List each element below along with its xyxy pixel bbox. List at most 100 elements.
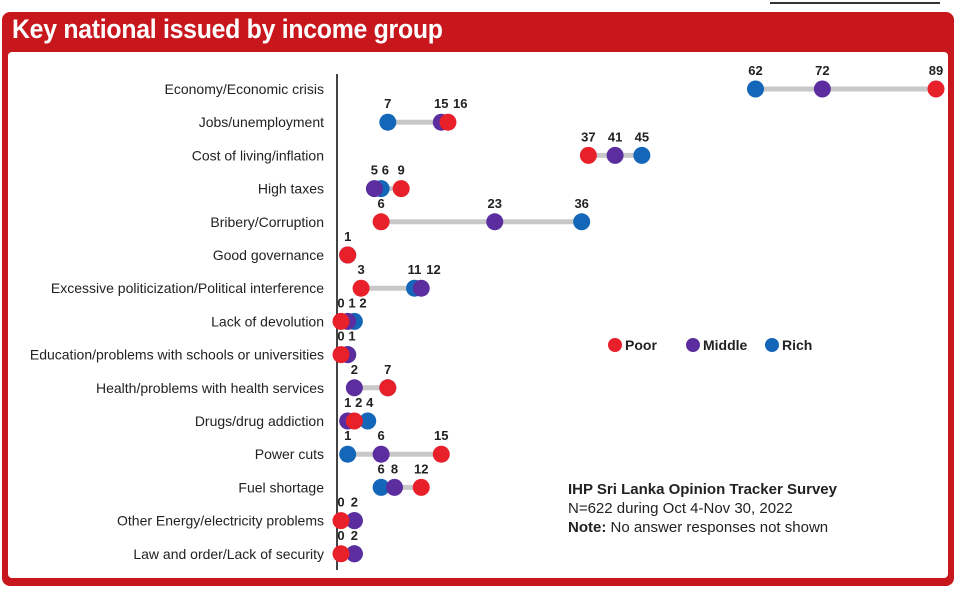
note-line-1: IHP Sri Lanka Opinion Tracker Survey [568,481,837,498]
category-label: Drugs/drug addiction [195,413,324,429]
value-label-rich: 2 [359,295,366,310]
chart-panel [8,52,948,578]
value-label-middle: 8 [391,461,398,476]
note-label: Note: [568,519,607,536]
dot-middle [365,180,383,198]
category-label: Law and order/Lack of security [133,546,324,562]
value-label-poor: 37 [581,129,595,144]
value-label-middle: 1 [348,329,355,344]
dot-rich [379,113,397,131]
value-label-poor: 15 [434,428,448,443]
value-label-middle: 5 [371,163,378,178]
value-label-middle: 2 [351,362,358,377]
dot-poor [332,512,350,530]
dot-middle [606,146,624,164]
value-label-rich: 1 [344,428,351,443]
dot-rich [746,80,764,98]
dot-poor [339,246,357,264]
value-label-middle: 6 [377,428,384,443]
category-label: Jobs/unemployment [199,114,324,130]
value-label-middle: 1 [348,295,355,310]
dot-middle [412,279,430,297]
value-label-middle: 1 [344,395,351,410]
value-label-poor: 16 [453,96,467,111]
value-label-middle: 41 [608,129,622,144]
dot-middle [813,80,831,98]
category-label: Power cuts [255,446,324,462]
chart-title: Key national issued by income group [12,14,443,44]
dot-poor [332,545,350,563]
dot-poor [412,478,430,496]
category-label: Bribery/Corruption [210,214,324,230]
dot-rich [339,445,357,463]
dot-poor [352,279,370,297]
value-label-rich: 36 [574,196,588,211]
dot-middle [385,478,403,496]
category-label: Other Energy/electricity problems [117,513,324,529]
dot-poor [332,312,350,330]
value-label-rich: 11 [408,262,422,277]
dot-rich [372,478,390,496]
legend-dot-poor [608,338,622,352]
dot-poor [579,146,597,164]
category-label: Good governance [213,247,325,263]
value-label-rich: 62 [748,63,762,78]
value-label-middle: 2 [351,495,358,510]
legend-label-middle: Middle [703,337,748,353]
value-label-middle: 12 [426,262,440,277]
value-label-poor: 9 [398,163,405,178]
category-label: Economy/Economic crisis [165,81,325,97]
category-label: Cost of living/inflation [192,147,324,163]
dot-poor [379,379,397,397]
dot-poor [927,80,945,98]
value-label-poor: 1 [344,229,351,244]
dot-rich [633,146,651,164]
dot-middle [372,445,390,463]
note-line-3: No answer responses not shown [606,519,829,536]
value-label-poor: 3 [357,262,364,277]
dot-middle [345,512,363,530]
category-label: Lack of devolution [211,313,324,329]
legend-dot-rich [765,338,779,352]
category-label: Health/problems with health services [96,380,324,396]
value-label-rich: 6 [377,461,384,476]
value-label-middle: 15 [434,96,448,111]
value-label-poor: 0 [337,528,344,543]
value-label-poor: 0 [337,329,344,344]
dot-middle [345,379,363,397]
legend-dot-middle [686,338,700,352]
value-label-rich: 7 [384,96,391,111]
dot-middle [486,213,504,231]
decorative-arrow-line [770,2,940,4]
category-label: High taxes [258,181,324,197]
value-label-poor: 0 [337,295,344,310]
category-label: Fuel shortage [238,479,324,495]
value-label-middle: 72 [815,63,829,78]
value-label-middle: 2 [351,528,358,543]
value-label-poor: 89 [929,63,943,78]
dot-poor [392,180,410,198]
value-label-rich: 6 [382,163,389,178]
value-label-poor: 7 [384,362,391,377]
legend-label-poor: Poor [625,337,657,353]
value-label-middle: 23 [488,196,502,211]
value-label-poor: 2 [355,395,362,410]
category-label: Excessive politicization/Political inter… [51,280,324,296]
dot-poor [332,346,350,364]
legend-label-rich: Rich [782,337,812,353]
dot-middle [345,545,363,563]
dot-poor [372,213,390,231]
category-label: Education/problems with schools or unive… [30,347,324,363]
survey-note: IHP Sri Lanka Opinion Tracker Survey N=6… [568,480,837,537]
value-label-rich: 4 [366,395,374,410]
note-line-2: N=622 during Oct 4-Nov 30, 2022 [568,500,793,517]
value-label-poor: 6 [377,196,384,211]
dot-rich [573,213,591,231]
value-label-poor: 12 [414,461,428,476]
dot-poor [432,445,450,463]
dot-poor [439,113,457,131]
value-label-rich: 45 [635,129,649,144]
dot-rich [359,412,377,430]
dot-poor [345,412,363,430]
